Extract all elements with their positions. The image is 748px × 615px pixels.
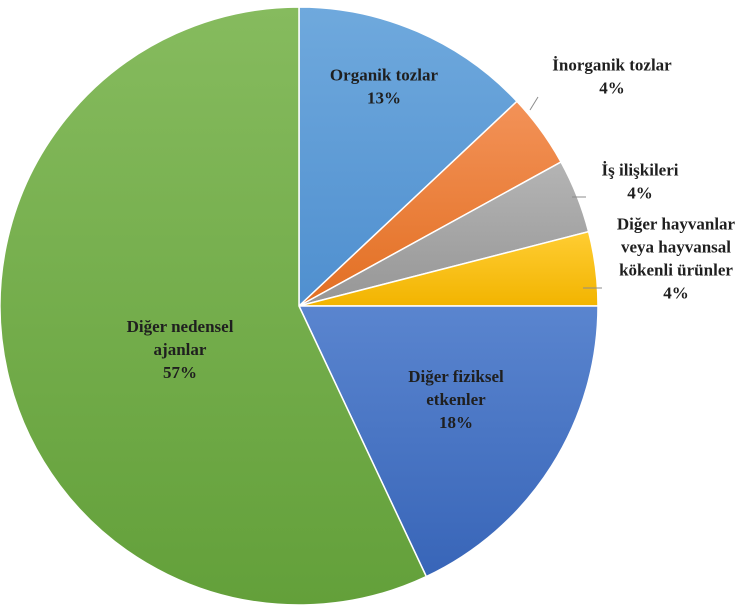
slice-name-line: etkenler xyxy=(426,390,486,409)
slice-name-line: Organik tozlar xyxy=(330,66,439,85)
slice-name-line: Diğer nedensel xyxy=(127,317,234,336)
slice-name-line: İş ilişkileri xyxy=(602,161,679,180)
slice-percent: 4% xyxy=(599,79,625,98)
slice-name-line: veya hayvansal xyxy=(621,238,731,257)
slice-label-2: İnorganik tozlar 4% xyxy=(552,56,672,98)
slice-percent: 13% xyxy=(367,89,401,108)
slice-name-line: Diğer fiziksel xyxy=(408,367,504,386)
pie-slice-6 xyxy=(0,6,428,606)
slice-label-5: Diğer fiziksel etkenler 18% xyxy=(408,367,504,432)
pie-slice-5 xyxy=(297,305,599,578)
slice-name-line: Diğer hayvanlar xyxy=(617,215,736,234)
slice-label-4: Diğer hayvanlar veya hayvansal kökenli ürü… xyxy=(617,215,736,303)
slice-label-3: İş ilişkileri 4% xyxy=(602,161,679,203)
slice-label-1: Organik tozlar 13% xyxy=(330,66,439,108)
slice-name-line: ajanlar xyxy=(154,340,207,359)
slice-percent: 57% xyxy=(163,363,197,382)
slice-percent: 4% xyxy=(663,284,689,303)
slice-percent: 4% xyxy=(627,184,653,203)
pie-slice-1 xyxy=(298,6,519,308)
leader-line-2 xyxy=(529,96,539,111)
slice-label-6: Diğer nedensel ajanlar 57% xyxy=(127,317,234,382)
slice-name-line: İnorganik tozlar xyxy=(552,56,672,75)
slice-name-line: kökenli ürünler xyxy=(619,261,733,280)
slice-percent: 18% xyxy=(439,413,473,432)
